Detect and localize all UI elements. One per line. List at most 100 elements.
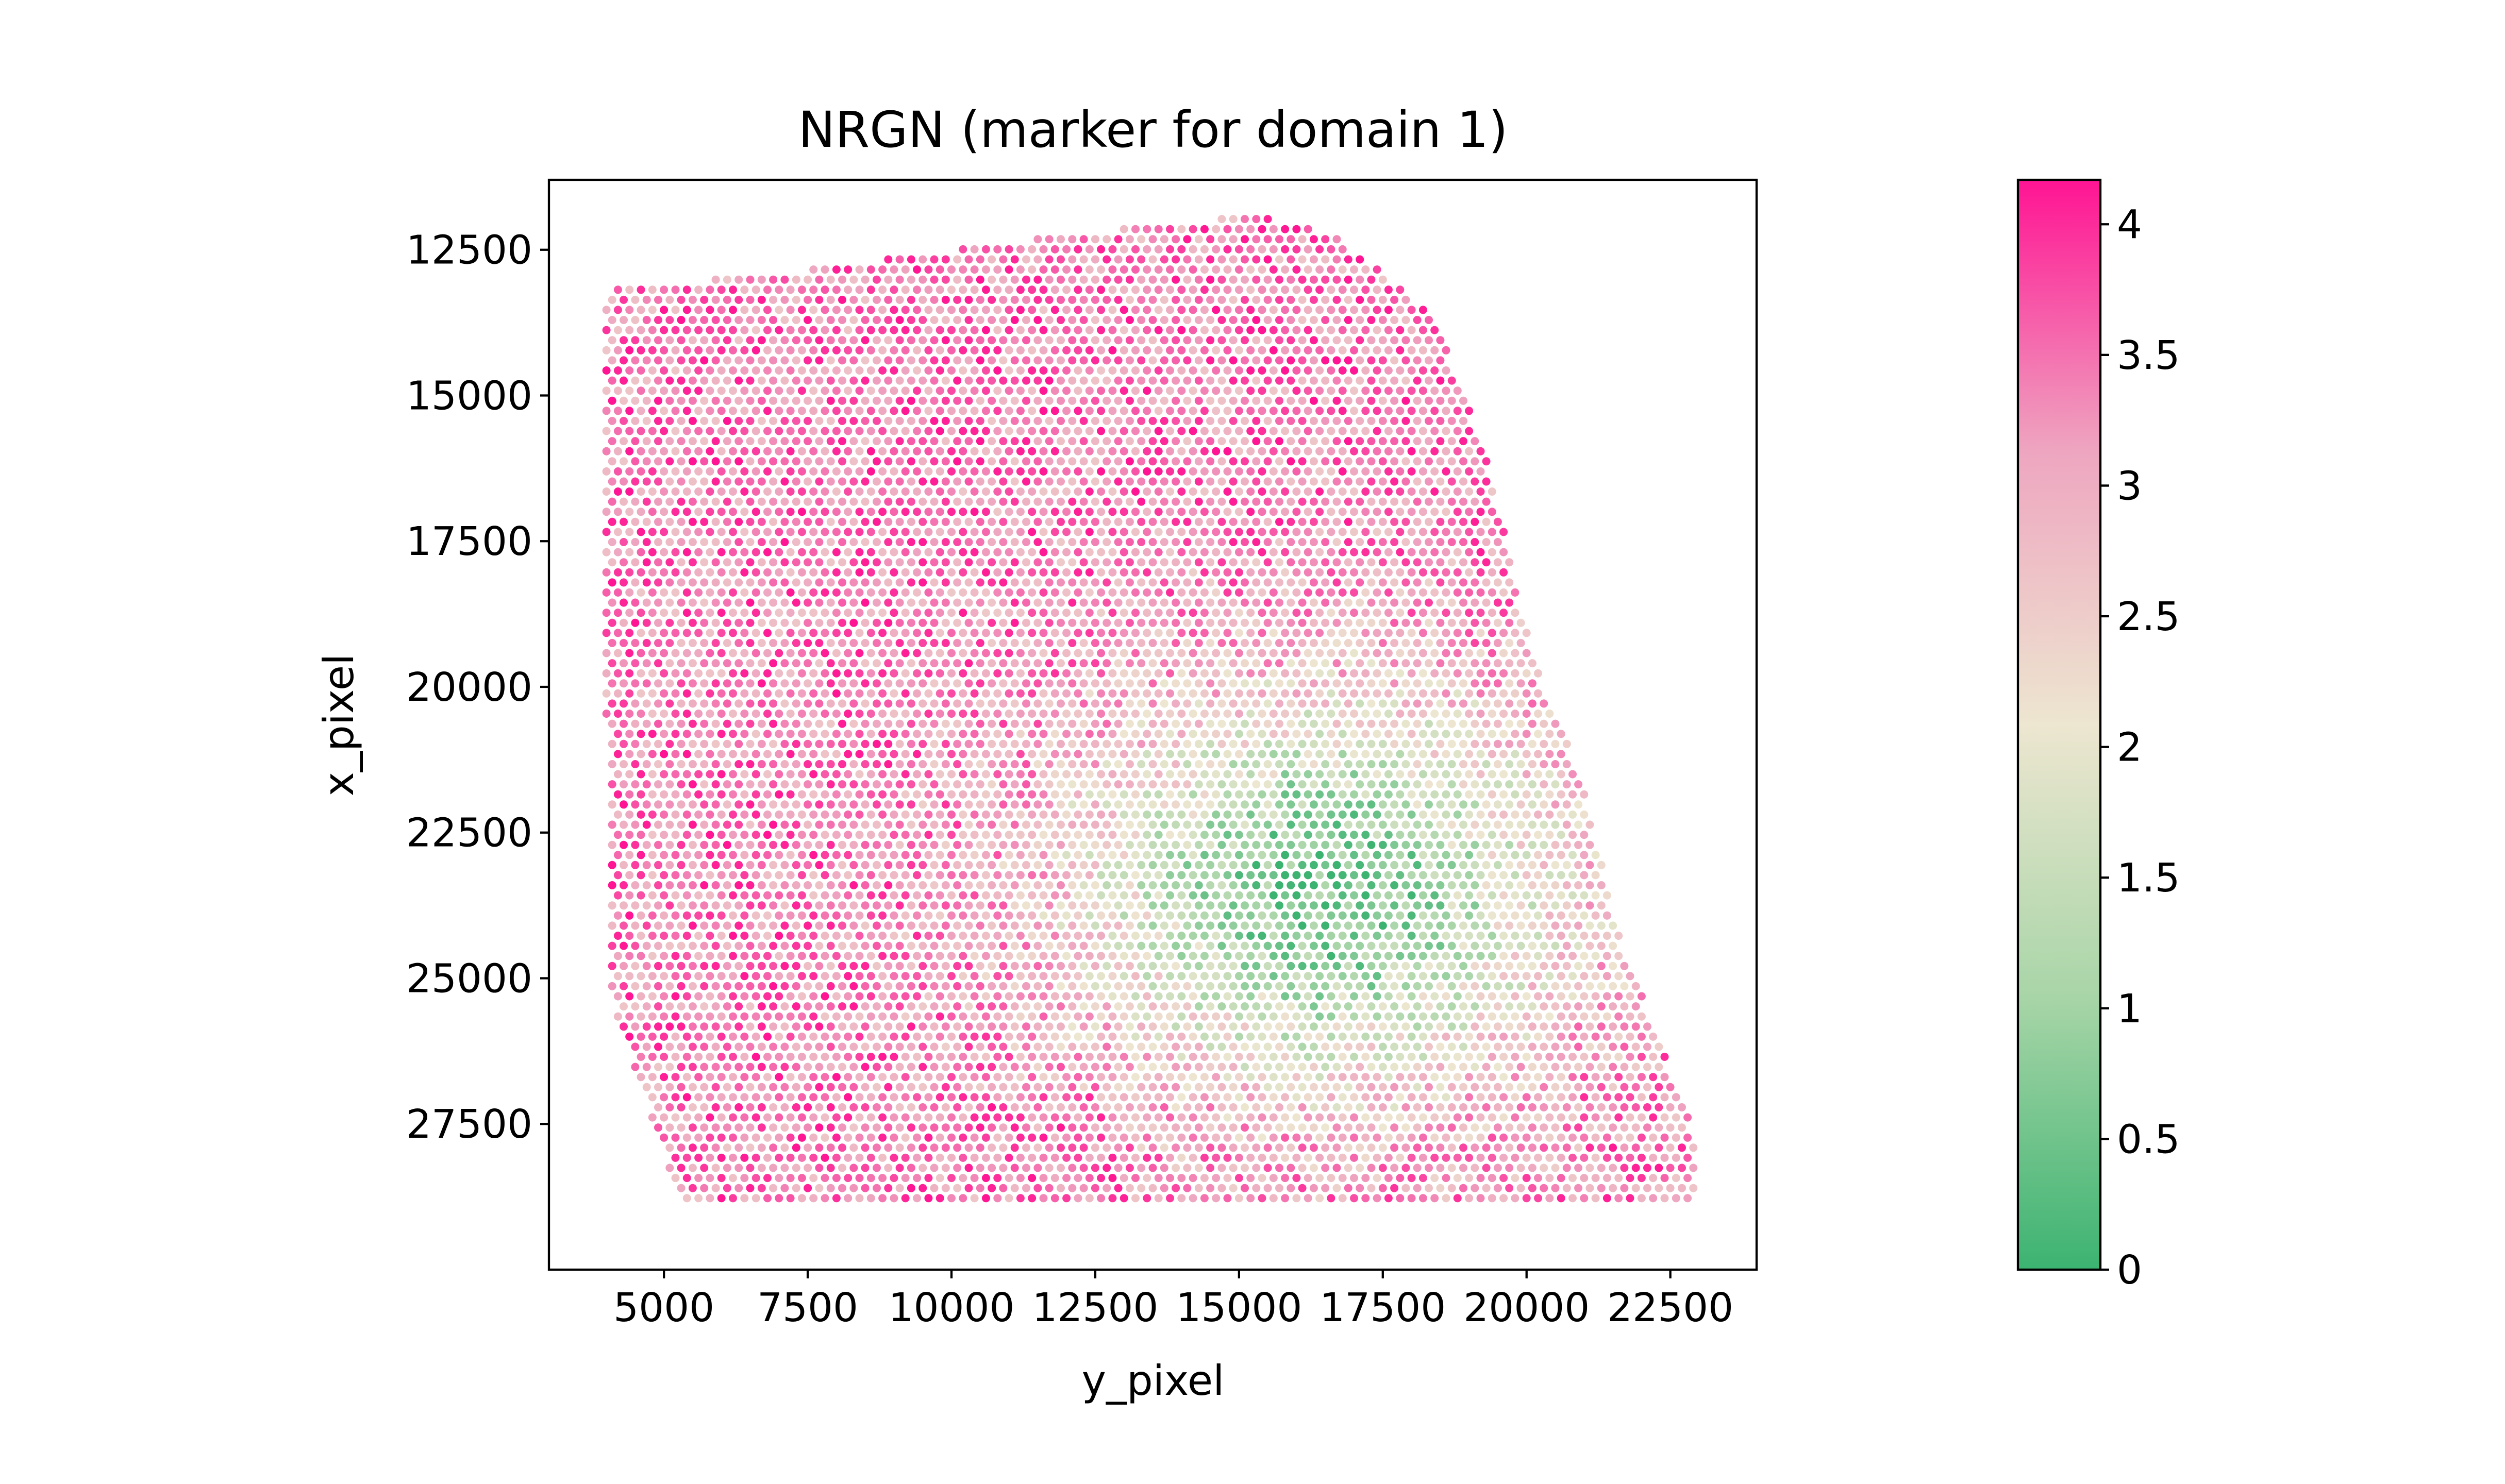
spot-point	[895, 800, 904, 809]
spot-point	[665, 538, 674, 546]
spot-point	[1028, 447, 1037, 456]
spot-point	[613, 346, 622, 355]
spot-point	[1361, 285, 1370, 294]
spot-point	[1292, 447, 1301, 456]
spot-point	[1281, 346, 1290, 355]
spot-point	[993, 306, 1002, 314]
spot-point	[941, 840, 950, 849]
spot-point	[826, 437, 835, 446]
spot-point	[832, 730, 841, 738]
spot-point	[1493, 517, 1502, 526]
spot-point	[1292, 730, 1301, 738]
spot-point	[1022, 275, 1030, 284]
spot-point	[1516, 618, 1525, 627]
spot-point	[1332, 376, 1341, 385]
spot-point	[1212, 629, 1221, 637]
spot-point	[1143, 407, 1151, 415]
spot-point	[907, 598, 915, 607]
spot-point	[1309, 437, 1318, 446]
spot-point	[625, 831, 634, 839]
spot-point	[1562, 881, 1571, 889]
spot-point	[1425, 477, 1433, 486]
spot-point	[1079, 760, 1088, 768]
spot-point	[1217, 457, 1226, 466]
spot-point	[866, 730, 875, 738]
spot-point	[1033, 760, 1042, 768]
spot-point	[1097, 588, 1106, 597]
spot-point	[682, 568, 691, 577]
spot-point	[1137, 517, 1146, 526]
spot-point	[1401, 517, 1410, 526]
spot-point	[1401, 840, 1410, 849]
spot-point	[1252, 618, 1261, 627]
spot-point	[1079, 638, 1088, 647]
spot-point	[1016, 689, 1025, 698]
spot-point	[1137, 497, 1146, 506]
spot-point	[1436, 538, 1445, 546]
spot-point	[757, 618, 766, 627]
spot-point	[706, 609, 714, 617]
spot-point	[654, 356, 662, 365]
spot-point	[1212, 831, 1221, 839]
spot-point	[1436, 477, 1445, 486]
spot-point	[642, 800, 651, 809]
spot-point	[1263, 336, 1272, 345]
spot-point	[1557, 831, 1565, 839]
spot-point	[941, 719, 950, 728]
spot-point	[815, 659, 824, 668]
spot-point	[844, 810, 853, 819]
spot-point	[1212, 386, 1221, 395]
spot-point	[884, 840, 893, 849]
spot-point	[873, 316, 881, 324]
spot-point	[1160, 376, 1168, 385]
spot-point	[999, 739, 1008, 748]
spot-point	[671, 629, 680, 637]
spot-point	[1263, 861, 1272, 869]
spot-point	[1384, 770, 1393, 779]
spot-point	[1143, 629, 1151, 637]
spot-point	[723, 659, 731, 668]
spot-point	[1143, 810, 1151, 819]
spot-point	[1068, 679, 1077, 688]
spot-point	[884, 881, 893, 889]
spot-point	[700, 316, 709, 324]
spot-point	[729, 750, 737, 758]
spot-point	[757, 699, 766, 708]
spot-point	[924, 326, 933, 334]
spot-point	[660, 790, 669, 799]
spot-point	[1465, 508, 1474, 516]
spot-point	[988, 780, 996, 789]
spot-point	[930, 699, 939, 708]
spot-point	[941, 255, 950, 264]
spot-point	[1234, 528, 1243, 536]
spot-point	[890, 467, 898, 476]
spot-point	[861, 295, 870, 304]
spot-point	[757, 840, 766, 849]
spot-point	[1010, 497, 1019, 506]
spot-point	[1418, 649, 1427, 657]
spot-point	[970, 871, 979, 880]
spot-point	[1378, 558, 1387, 567]
spot-point	[1125, 739, 1134, 748]
spot-point	[1108, 588, 1117, 597]
spot-point	[757, 275, 766, 284]
spot-point	[1356, 497, 1364, 506]
spot-point	[757, 719, 766, 728]
spot-point	[1045, 760, 1054, 768]
spot-point	[688, 780, 697, 789]
spot-point	[1108, 649, 1117, 657]
spot-point	[688, 578, 697, 587]
spot-point	[1562, 780, 1571, 789]
spot-point	[1114, 820, 1123, 829]
spot-point	[1298, 578, 1307, 587]
spot-point	[1350, 346, 1358, 355]
spot-point	[964, 396, 973, 405]
spot-point	[913, 447, 922, 456]
spot-point	[878, 508, 887, 516]
spot-point	[1097, 750, 1106, 758]
spot-point	[1281, 407, 1290, 415]
spot-point	[890, 770, 898, 779]
spot-point	[654, 457, 662, 466]
spot-point	[1327, 285, 1335, 294]
spot-point	[804, 760, 812, 768]
